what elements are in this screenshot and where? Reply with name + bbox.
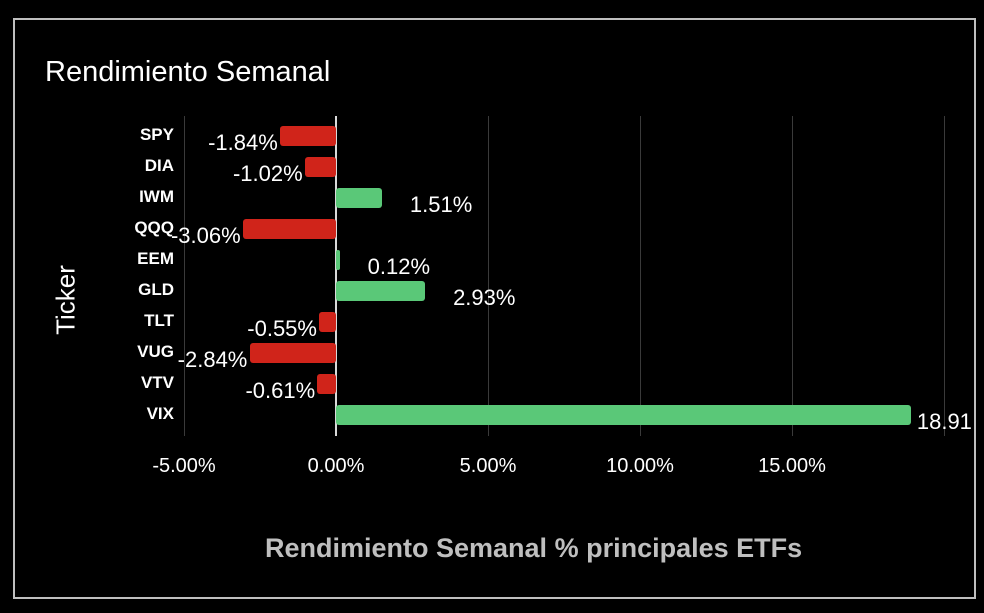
gridline bbox=[944, 116, 945, 436]
bar-qqq bbox=[242, 219, 336, 239]
bar-vtv bbox=[317, 374, 336, 394]
category-label: VUG bbox=[137, 342, 174, 361]
gridline bbox=[792, 116, 793, 436]
bar-spy bbox=[280, 126, 336, 146]
value-label: 18.91 bbox=[916, 409, 972, 434]
bar-gld bbox=[336, 281, 426, 301]
value-label: -0.55% bbox=[247, 316, 317, 341]
bar-dia bbox=[304, 157, 336, 177]
category-label: GLD bbox=[138, 280, 174, 299]
bar-vug bbox=[249, 343, 336, 363]
category-label: QQQ bbox=[134, 218, 174, 237]
category-label: VIX bbox=[146, 404, 174, 423]
category-label: SPY bbox=[139, 125, 174, 144]
value-label: 0.12% bbox=[367, 254, 431, 279]
bar-iwm bbox=[336, 188, 382, 208]
category-label: TLT bbox=[144, 311, 174, 330]
category-label: IWM bbox=[139, 187, 174, 206]
category-label: EEM bbox=[137, 249, 174, 268]
x-tick-label: 5.00% bbox=[459, 455, 517, 477]
x-tick-label: 15.00% bbox=[758, 455, 826, 477]
value-label: -2.84% bbox=[177, 347, 248, 372]
bar-tlt bbox=[319, 312, 336, 332]
gridline bbox=[488, 116, 489, 436]
value-label: -0.61% bbox=[245, 378, 316, 403]
value-label: -1.84% bbox=[208, 130, 278, 155]
x-tick-label: 10.00% bbox=[606, 455, 674, 477]
chart-title: Rendimiento Semanal bbox=[45, 56, 331, 88]
value-label: -3.06% bbox=[170, 223, 241, 248]
x-axis-title: Rendimiento Semanal % principales ETFs bbox=[265, 533, 803, 563]
x-tick-label: 0.00% bbox=[307, 455, 365, 477]
gridline bbox=[640, 116, 641, 436]
value-label: -1.02% bbox=[232, 161, 303, 186]
value-label: 2.93% bbox=[453, 285, 516, 310]
x-tick-label: -5.00% bbox=[152, 455, 216, 477]
bar-eem bbox=[336, 250, 340, 270]
bar-vix bbox=[336, 405, 911, 425]
category-label: DIA bbox=[144, 156, 174, 175]
chart-frame bbox=[13, 18, 976, 599]
gridline bbox=[184, 116, 185, 436]
zero-axis-line bbox=[335, 116, 337, 436]
value-label: 1.51% bbox=[409, 192, 473, 217]
category-label: VTV bbox=[140, 373, 174, 392]
